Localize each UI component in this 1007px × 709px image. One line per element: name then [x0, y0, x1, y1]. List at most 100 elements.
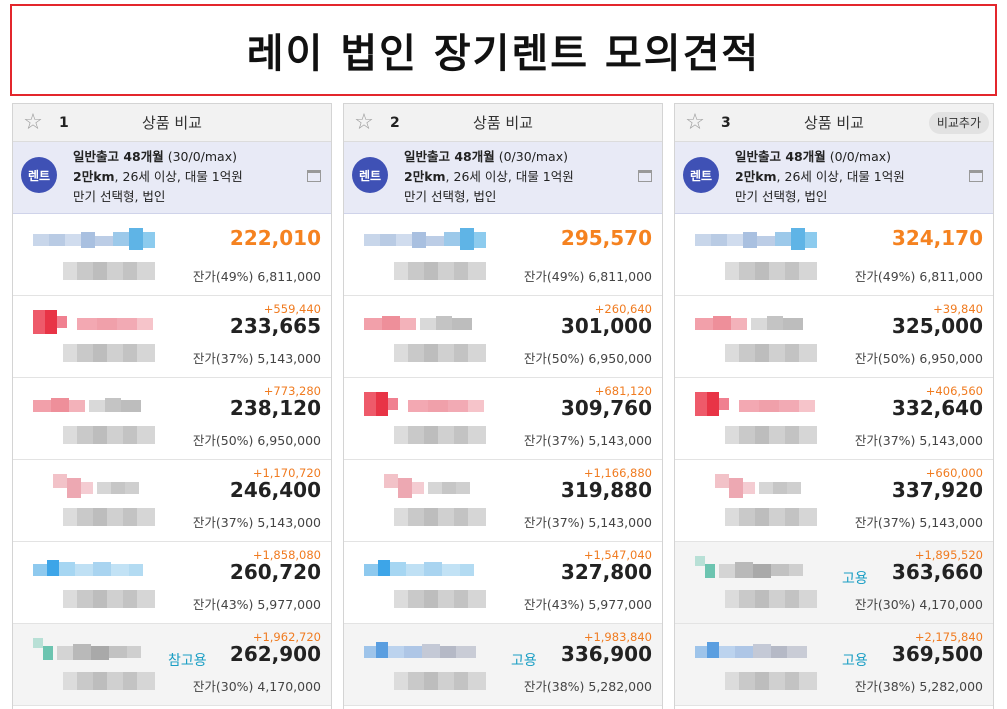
product-name-blurred: [63, 672, 155, 690]
condition-contract: 만기 선택형, 법인: [404, 189, 497, 204]
price-difference: +1,170,720: [252, 466, 321, 480]
product-name-blurred: [725, 262, 817, 280]
window-icon[interactable]: [638, 170, 652, 182]
condition-term-detail: (0/30/max): [494, 149, 568, 164]
star-outline-icon[interactable]: ☆: [685, 110, 705, 135]
star-outline-icon[interactable]: ☆: [23, 110, 43, 135]
residual-value: 잔가(37%) 5,143,000: [192, 351, 321, 366]
product-name-blurred: [394, 344, 486, 362]
reference-tag: 고용: [842, 653, 868, 669]
condition-panel: 렌트 일반출고 48개월 (30/0/max) 2만km, 26세 이상, 대물…: [13, 142, 331, 214]
star-outline-icon[interactable]: ☆: [354, 110, 374, 135]
company-logo: [33, 224, 163, 254]
column-header: ☆ 3 상품 비교 비교추가: [675, 104, 993, 142]
quote-row[interactable]: +39,840 325,000 잔가(50%) 6,950,000: [675, 296, 993, 378]
column-number: 2: [390, 114, 400, 131]
product-name-blurred: [63, 262, 155, 280]
product-name-blurred: [394, 508, 486, 526]
quote-row[interactable]: +1,858,080 260,720 잔가(43%) 5,977,000: [13, 542, 331, 624]
column-number: 1: [59, 114, 69, 131]
add-compare-button[interactable]: 비교추가: [928, 112, 989, 134]
quote-row[interactable]: +2,175,840 369,500 잔가(38%) 5,282,000 고용: [675, 624, 993, 706]
quote-row[interactable]: 295,570 잔가(49%) 6,811,000: [344, 214, 662, 296]
price-difference: +1,962,720: [252, 630, 321, 644]
column-header: ☆ 2 상품 비교: [344, 104, 662, 142]
reference-tag: 고용: [511, 653, 537, 669]
compare-column-2: ☆ 2 상품 비교 렌트 일반출고 48개월 (0/30/max) 2만km, …: [343, 103, 663, 709]
price-difference: +1,858,080: [252, 548, 321, 562]
monthly-price: 233,665: [229, 314, 321, 338]
quote-row[interactable]: +681,120 309,760 잔가(37%) 5,143,000: [344, 378, 662, 460]
quote-row[interactable]: 324,170 잔가(49%) 6,811,000: [675, 214, 993, 296]
product-name-blurred: [725, 426, 817, 444]
reference-tag: 참고용: [168, 653, 207, 669]
company-logo: [364, 224, 494, 254]
product-name-blurred: [394, 262, 486, 280]
condition-term-detail: (30/0/max): [163, 149, 237, 164]
monthly-price: 222,010: [229, 226, 321, 250]
quote-row[interactable]: +260,640 301,000 잔가(50%) 6,950,000: [344, 296, 662, 378]
residual-value: 잔가(49%) 6,811,000: [854, 269, 983, 284]
condition-contract: 만기 선택형, 법인: [73, 189, 166, 204]
monthly-price: 324,170: [891, 226, 983, 250]
residual-value: 잔가(37%) 5,143,000: [854, 515, 983, 530]
condition-driver: , 26세 이상, 대물 1억원: [114, 169, 243, 184]
price-difference: +559,440: [263, 302, 321, 316]
company-logo: [695, 388, 825, 418]
company-logo: [364, 470, 494, 500]
product-name-blurred: [725, 344, 817, 362]
product-name-blurred: [394, 590, 486, 608]
monthly-price: 295,570: [560, 226, 652, 250]
condition-term: 일반출고 48개월: [735, 149, 826, 164]
residual-value: 잔가(30%) 4,170,000: [854, 597, 983, 612]
condition-panel: 렌트 일반출고 48개월 (0/30/max) 2만km, 26세 이상, 대물…: [344, 142, 662, 214]
condition-driver: , 26세 이상, 대물 1억원: [776, 169, 905, 184]
quote-row[interactable]: +559,440 233,665 잔가(37%) 5,143,000: [13, 296, 331, 378]
product-name-blurred: [63, 344, 155, 362]
quote-row[interactable]: 222,010 잔가(49%) 6,811,000: [13, 214, 331, 296]
quote-row[interactable]: +1,983,840 336,900 잔가(38%) 5,282,000 고용: [344, 624, 662, 706]
quote-row[interactable]: +1,895,520 363,660 잔가(30%) 4,170,000 고용: [675, 542, 993, 624]
window-icon[interactable]: [307, 170, 321, 182]
residual-value: 잔가(37%) 5,143,000: [192, 515, 321, 530]
condition-term-detail: (0/0/max): [825, 149, 892, 164]
product-name-blurred: [394, 426, 486, 444]
residual-value: 잔가(43%) 5,977,000: [523, 597, 652, 612]
monthly-price: 336,900: [560, 642, 652, 666]
price-difference: +773,280: [263, 384, 321, 398]
quote-row[interactable]: +773,280 238,120 잔가(50%) 6,950,000: [13, 378, 331, 460]
company-logo: [695, 470, 825, 500]
company-logo: [695, 634, 825, 664]
price-difference: +1,983,840: [583, 630, 652, 644]
quote-row[interactable]: +1,547,040 327,800 잔가(43%) 5,977,000: [344, 542, 662, 624]
condition-mileage: 2만km: [735, 169, 777, 184]
column-header: ☆ 1 상품 비교: [13, 104, 331, 142]
column-number: 3: [721, 114, 731, 131]
condition-panel: 렌트 일반출고 48개월 (0/0/max) 2만km, 26세 이상, 대물 …: [675, 142, 993, 214]
product-name-blurred: [63, 426, 155, 444]
residual-value: 잔가(49%) 6,811,000: [192, 269, 321, 284]
compare-column-3: ☆ 3 상품 비교 비교추가 렌트 일반출고 48개월 (0/0/max) 2만k…: [674, 103, 994, 709]
company-logo: [33, 552, 163, 582]
monthly-price: 301,000: [560, 314, 652, 338]
quote-row[interactable]: +1,170,720 246,400 잔가(37%) 5,143,000: [13, 460, 331, 542]
price-difference: +681,120: [594, 384, 652, 398]
monthly-price: 369,500: [891, 642, 983, 666]
monthly-price: 246,400: [229, 478, 321, 502]
quote-row[interactable]: +1,962,720 262,900 잔가(30%) 4,170,000 참고용: [13, 624, 331, 706]
condition-mileage: 2만km: [404, 169, 446, 184]
rent-badge: 렌트: [683, 157, 719, 193]
monthly-price: 332,640: [891, 396, 983, 420]
monthly-price: 327,800: [560, 560, 652, 584]
quote-row[interactable]: +660,000 337,920 잔가(37%) 5,143,000: [675, 460, 993, 542]
monthly-price: 325,000: [891, 314, 983, 338]
quote-row[interactable]: +406,560 332,640 잔가(37%) 5,143,000: [675, 378, 993, 460]
window-icon[interactable]: [969, 170, 983, 182]
price-difference: +260,640: [594, 302, 652, 316]
condition-contract: 만기 선택형, 법인: [735, 189, 828, 204]
page-title: 레이 법인 장기렌트 모의견적: [246, 31, 761, 77]
residual-value: 잔가(37%) 5,143,000: [854, 433, 983, 448]
quote-row[interactable]: +1,166,880 319,880 잔가(37%) 5,143,000: [344, 460, 662, 542]
reference-tag: 고용: [842, 571, 868, 587]
price-difference: +1,166,880: [583, 466, 652, 480]
